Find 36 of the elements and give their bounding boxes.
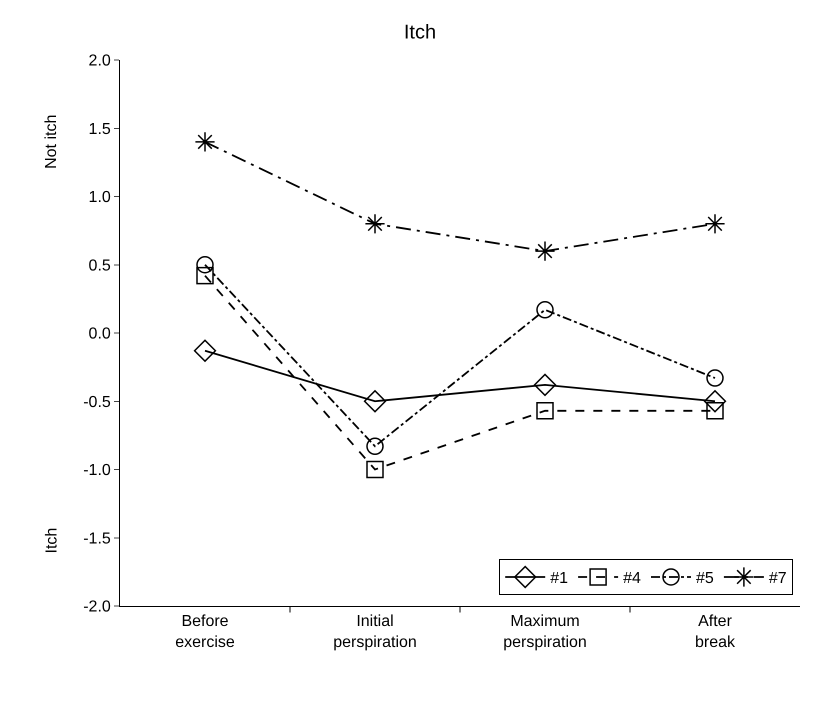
x-tick-label: After break: [694, 613, 736, 651]
y-tick-label: 1.0: [88, 189, 111, 206]
chart-title: Itch: [404, 22, 436, 44]
text: Itch: [44, 528, 61, 554]
x-tick-label: Initial perspiration: [333, 613, 417, 651]
y-tick-label: -0.5: [83, 394, 111, 411]
legend-label: #1: [550, 570, 568, 588]
legend-label: #7: [768, 570, 787, 588]
point: [194, 340, 216, 362]
y-tick-label: 1.5: [88, 120, 111, 138]
legend-label: #5: [696, 570, 714, 588]
point: [196, 266, 214, 284]
y-tick-label: 2.0: [88, 52, 111, 70]
point: [706, 402, 724, 420]
x-tick-label: Before exercise: [175, 613, 235, 651]
point: [534, 240, 556, 262]
point: [706, 369, 724, 387]
point: [364, 390, 386, 412]
point: [366, 438, 384, 456]
y-tick-label: 0.5: [88, 257, 111, 274]
point: [704, 390, 726, 412]
point: [196, 256, 214, 274]
x-tick-label: Maximum perspiration: [503, 613, 587, 651]
point: [536, 301, 554, 319]
y-tick-label: 0.0: [88, 326, 111, 343]
point: [536, 402, 554, 420]
point: [366, 460, 384, 478]
y-tick-label: -1.5: [83, 530, 111, 548]
point: [364, 213, 386, 234]
point: [704, 213, 726, 234]
y-tick-label: -2.0: [83, 598, 111, 616]
text: Not itch: [43, 114, 60, 169]
point: [534, 374, 556, 396]
y-tick-label: -1.0: [83, 462, 111, 480]
point: [194, 132, 216, 152]
legend-label: #4: [623, 570, 641, 588]
